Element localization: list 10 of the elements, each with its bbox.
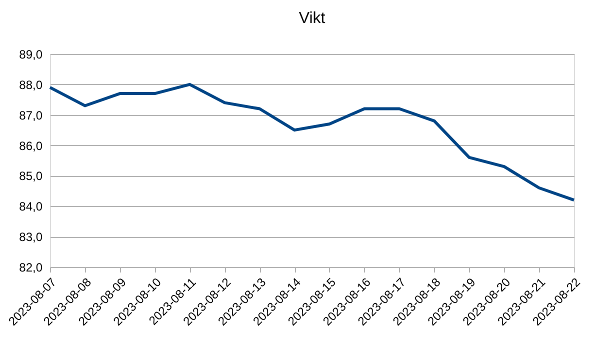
y-tick-label: 84,0: [19, 200, 43, 214]
y-tick-label: 83,0: [19, 230, 43, 244]
y-tick-label: 87,0: [19, 108, 43, 122]
chart-title: Vikt: [298, 10, 326, 27]
line-series: [48, 82, 576, 202]
y-tick-label: 88,0: [19, 78, 43, 92]
y-tick-label: 89,0: [19, 48, 43, 62]
y-tick-label: 85,0: [19, 169, 43, 184]
y-tick-label: 86,0: [19, 138, 43, 153]
y-tick-label: 82,0: [19, 260, 43, 274]
